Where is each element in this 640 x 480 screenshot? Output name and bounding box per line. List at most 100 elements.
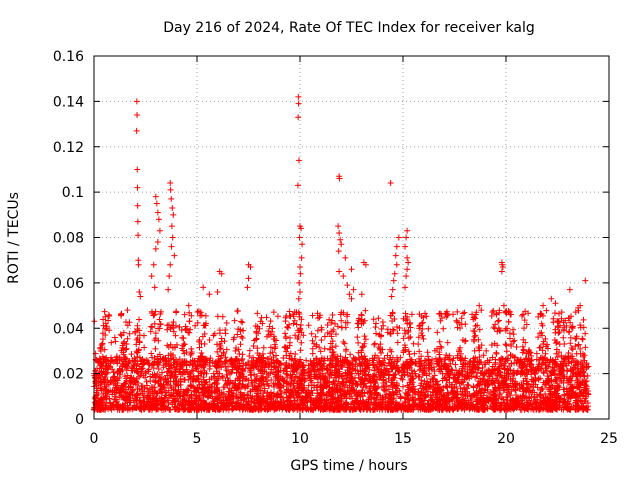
data-point [538, 311, 545, 318]
data-point [482, 399, 489, 406]
data-point [355, 354, 362, 361]
data-point [97, 401, 104, 408]
data-point [227, 357, 234, 364]
data-point [361, 340, 368, 347]
data-point [417, 362, 424, 369]
grid-lines [94, 56, 609, 419]
data-point [455, 403, 462, 410]
data-point [535, 313, 542, 320]
data-point [205, 385, 212, 392]
data-point [443, 362, 450, 369]
data-point [520, 336, 527, 343]
data-point [539, 385, 546, 392]
data-point [476, 345, 483, 352]
data-point [168, 369, 175, 376]
data-point [479, 364, 486, 371]
data-point [164, 322, 171, 329]
data-point [342, 347, 349, 354]
data-point [337, 387, 344, 394]
data-point [321, 345, 328, 352]
data-point [265, 327, 272, 334]
data-point [584, 372, 591, 379]
data-point [173, 341, 180, 348]
data-point [415, 341, 422, 348]
data-point [404, 382, 411, 389]
data-point [405, 386, 412, 393]
data-point [544, 367, 551, 374]
data-point [526, 349, 533, 356]
data-point [389, 318, 396, 325]
data-point [222, 354, 229, 361]
data-point [387, 330, 394, 337]
data-point [253, 393, 260, 400]
data-point [397, 393, 404, 400]
data-point [349, 375, 356, 382]
data-point [208, 389, 215, 396]
data-point [265, 332, 272, 339]
data-point [352, 397, 359, 404]
data-point [415, 334, 422, 341]
data-point [394, 367, 401, 374]
data-point [412, 360, 419, 367]
data-point [206, 365, 213, 372]
data-point [547, 368, 554, 375]
data-point [289, 388, 296, 395]
data-point [492, 361, 499, 368]
data-point [236, 362, 243, 369]
data-point [458, 367, 465, 374]
data-point [504, 325, 511, 332]
data-point [551, 385, 558, 392]
data-point [474, 403, 481, 410]
data-point [205, 406, 212, 413]
data-point [148, 384, 155, 391]
data-point [109, 357, 116, 364]
data-point [215, 353, 222, 360]
data-point [490, 307, 497, 314]
data-point [539, 322, 546, 329]
data-point [527, 366, 534, 373]
data-point [519, 365, 526, 372]
data-point [172, 332, 179, 339]
data-point [443, 383, 450, 390]
data-point [362, 307, 369, 314]
data-point [479, 397, 486, 404]
data-point [294, 365, 301, 372]
data-point [444, 339, 451, 346]
data-point [131, 404, 138, 411]
data-point [431, 347, 438, 354]
data-point [255, 378, 262, 385]
data-point [120, 358, 127, 365]
data-point [261, 385, 268, 392]
data-point [343, 313, 350, 320]
data-point [228, 369, 235, 376]
data-point [524, 406, 531, 413]
data-point [263, 374, 270, 381]
data-point [399, 403, 406, 410]
data-point [401, 327, 408, 334]
data-point [220, 349, 227, 356]
data-point [373, 330, 380, 337]
data-point [293, 321, 300, 328]
data-point [534, 384, 541, 391]
data-point [481, 361, 488, 368]
data-point [360, 399, 367, 406]
data-point [378, 349, 385, 356]
data-point [98, 368, 105, 375]
data-point [454, 308, 461, 315]
data-point [248, 398, 255, 405]
data-point [428, 401, 435, 408]
data-point [557, 395, 564, 402]
data-point [119, 344, 126, 351]
data-point [99, 330, 106, 337]
data-point [246, 347, 253, 354]
data-point [569, 353, 576, 360]
data-point [385, 368, 392, 375]
data-point [328, 333, 335, 340]
data-point [352, 367, 359, 374]
data-point [119, 362, 126, 369]
data-point [478, 342, 485, 349]
data-point [262, 360, 269, 367]
data-point [231, 360, 238, 367]
data-point [553, 378, 560, 385]
data-point [216, 370, 223, 377]
